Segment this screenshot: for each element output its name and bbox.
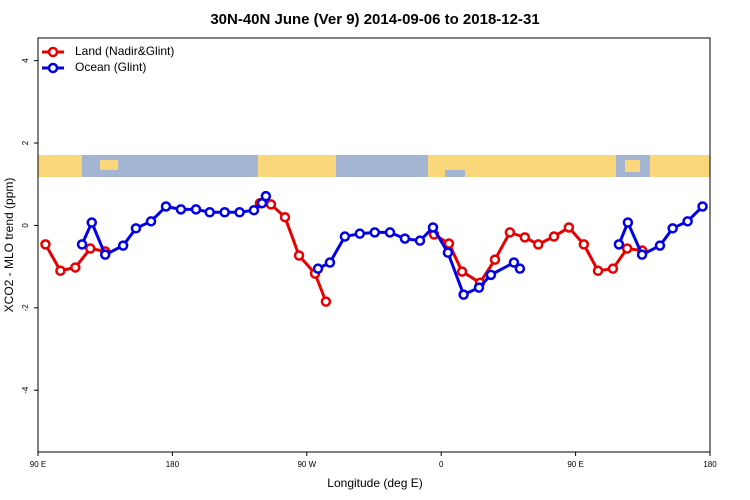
data-point [117, 240, 129, 251]
data-point [175, 204, 187, 215]
y-tick-label: -4 [21, 386, 30, 394]
legend-marker [47, 46, 59, 58]
legend-label: Land (Nadir&Glint) [75, 44, 174, 58]
data-point [190, 204, 202, 215]
data-point [260, 190, 272, 202]
data-point [248, 204, 260, 216]
data-point [533, 239, 544, 250]
data-point [563, 222, 575, 233]
x-tick-label: 180 [703, 460, 717, 469]
data-point [443, 238, 455, 249]
series-line [80, 195, 704, 297]
data-point [485, 269, 497, 281]
data-point [99, 249, 111, 260]
data-point [293, 250, 305, 261]
y-axis-label: XCO2 - MLO trend (ppm) [2, 178, 16, 313]
y-tick-label: -2 [21, 304, 30, 312]
data-point [578, 239, 590, 250]
data-point [130, 223, 142, 234]
x-tick-label: 90 E [567, 460, 583, 469]
data-point [369, 227, 380, 238]
data-point [234, 207, 245, 218]
y-tick-label: 4 [21, 58, 30, 63]
data-point [320, 296, 332, 307]
data-point [76, 239, 88, 250]
data-point [339, 231, 351, 242]
data-point [508, 257, 520, 268]
data-point [279, 211, 291, 223]
data-point [384, 227, 396, 238]
legend-label: Ocean (Glint) [75, 60, 146, 74]
y-tick-label: 0 [21, 223, 30, 228]
data-point [519, 232, 531, 243]
map-band [38, 155, 710, 177]
series-line [44, 201, 643, 303]
data-point [504, 227, 516, 238]
data-point [636, 249, 648, 260]
data-point [682, 216, 693, 227]
data-point [613, 239, 625, 250]
data-point [473, 282, 485, 293]
data-point [399, 233, 411, 244]
legend-marker [47, 62, 59, 74]
data-point [354, 228, 366, 239]
data-point [622, 217, 634, 228]
data-point [456, 266, 468, 277]
x-tick-label: 90 E [30, 460, 46, 469]
data-point [312, 263, 324, 274]
data-point [86, 217, 98, 228]
data-point [621, 243, 633, 254]
data-point [592, 265, 604, 276]
data-point [667, 223, 678, 234]
data-point [55, 265, 66, 276]
data-point [219, 207, 230, 218]
data-point [160, 201, 172, 212]
y-tick-label: 2 [21, 140, 30, 145]
x-tick-label: 0 [439, 460, 444, 469]
data-point [654, 240, 666, 251]
data-point [414, 235, 426, 246]
data-point [204, 207, 215, 218]
x-axis-label: Longitude (deg E) [327, 476, 422, 490]
data-point [489, 254, 501, 265]
data-point [40, 239, 51, 250]
data-point [265, 199, 277, 210]
data-point [427, 222, 439, 233]
chart-title: 30N-40N June (Ver 9) 2014-09-06 to 2018-… [210, 11, 539, 28]
x-tick-label: 90 W [297, 460, 316, 469]
data-point [607, 263, 619, 274]
data-point [458, 289, 469, 300]
plot-frame [37, 37, 711, 453]
data-point [324, 257, 336, 268]
data-point [145, 216, 157, 227]
data-point [697, 201, 708, 212]
data-point [70, 262, 81, 273]
x-tick-label: 180 [166, 460, 180, 469]
data-point [85, 243, 96, 254]
data-point [514, 263, 526, 274]
data-point [442, 247, 454, 258]
data-point [548, 231, 560, 242]
